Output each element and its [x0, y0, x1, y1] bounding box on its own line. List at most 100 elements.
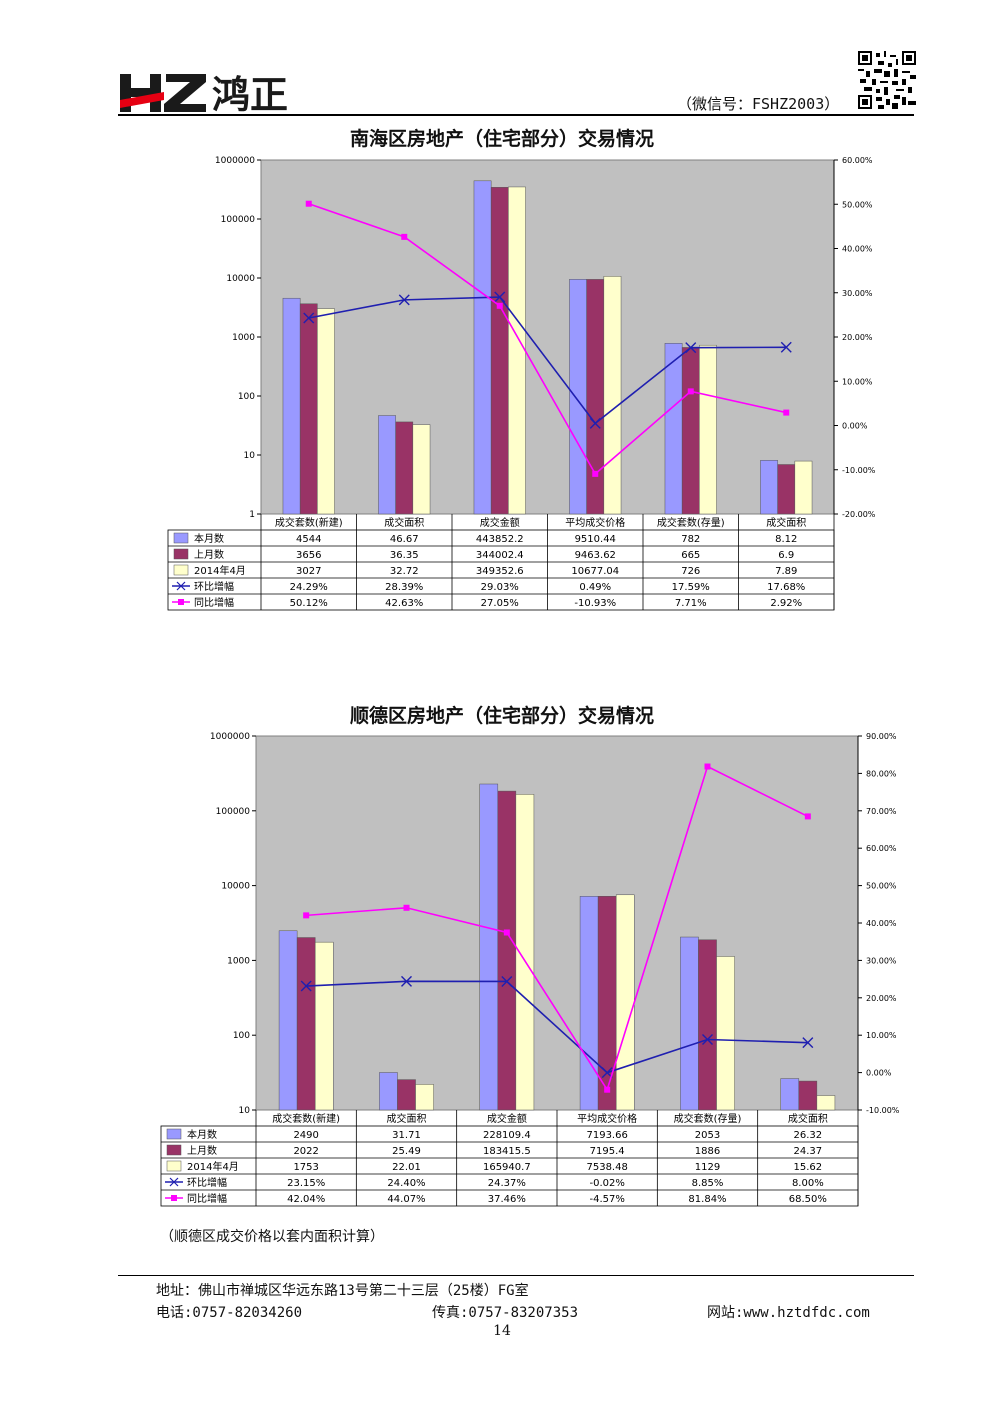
bar-2	[586, 279, 605, 515]
mom-marker	[589, 417, 601, 429]
y-tick-label: 1000	[232, 333, 255, 343]
bar-2	[395, 421, 414, 515]
data-label: 15.62	[794, 1162, 823, 1173]
chart-nanhai: 1 10 100 1000 10000 100000 1000000 -20.00% -10.0…	[167, 156, 876, 611]
y2-tick-label: 90.00%	[866, 732, 897, 741]
y2-tick-label: -10.00%	[866, 1106, 900, 1115]
y-tick-label: 100	[238, 392, 255, 402]
mom-marker	[401, 975, 412, 987]
data-label: 726	[681, 566, 700, 577]
legend-marker-square	[178, 599, 184, 605]
category-label: 成交金额	[480, 516, 520, 529]
y2-tick-label: 20.00%	[842, 333, 873, 342]
mom-marker-stroke	[300, 980, 312, 992]
data-label: 4544	[296, 534, 321, 545]
data-label: 24.37	[794, 1146, 823, 1157]
data-label: 1753	[293, 1162, 318, 1173]
bar-1	[379, 1072, 398, 1111]
legend-swatch-3	[166, 1160, 182, 1172]
bar-2	[698, 939, 717, 1111]
legend-swatch-2	[173, 548, 189, 560]
mom-marker	[601, 1067, 613, 1079]
bar-1	[760, 460, 778, 515]
data-label: 22.01	[392, 1162, 421, 1173]
data-label: 2022	[293, 1146, 318, 1157]
legend-swatch-3	[173, 564, 189, 576]
y2-tick-label: 30.00%	[866, 956, 897, 965]
data-label: 50.12%	[290, 598, 328, 609]
y-tick-label: 100	[233, 1031, 250, 1041]
data-label: 665	[681, 550, 700, 561]
data-label: 9463.62	[575, 550, 616, 561]
legend-swatch-1	[166, 1128, 182, 1140]
data-label: 183415.5	[483, 1146, 531, 1157]
legend-label: 同比增幅	[194, 596, 234, 609]
data-label: 27.05%	[481, 598, 519, 609]
data-label: 29.03%	[481, 582, 519, 593]
company-logo: 鸿正	[118, 70, 296, 117]
bar-2	[798, 1080, 818, 1111]
bar-3	[603, 276, 622, 515]
legend-label: 2014年4月	[194, 564, 246, 577]
yoy-marker	[305, 200, 312, 207]
bar-1	[680, 936, 699, 1111]
category-label: 成交套数(存量)	[674, 1112, 742, 1125]
category-label: 成交面积	[384, 516, 424, 529]
category-label: 成交面积	[387, 1112, 427, 1125]
data-label: 0.49%	[579, 582, 611, 593]
header-divider	[118, 114, 914, 116]
legend-label: 2014年4月	[187, 1160, 239, 1173]
bar-2	[490, 187, 509, 515]
legend-label: 本月数	[187, 1128, 217, 1141]
data-label: 2.92%	[770, 598, 802, 609]
y2-tick-label: -10.00%	[842, 466, 876, 475]
data-label: 24.29%	[290, 582, 328, 593]
bar-1	[282, 297, 301, 515]
legend-marker-cross	[169, 1177, 179, 1187]
yoy-marker	[783, 409, 790, 416]
legend-label: 同比增幅	[187, 1192, 227, 1205]
data-label: 44.07%	[387, 1194, 425, 1205]
data-label: 165940.7	[483, 1162, 531, 1173]
data-label: 17.68%	[767, 582, 805, 593]
legend-label: 上月数	[187, 1144, 217, 1157]
data-label: 8.85%	[692, 1178, 724, 1189]
bar-3	[508, 186, 526, 515]
legend-label: 环比增幅	[194, 580, 234, 593]
y2-tick-label: 0.00%	[866, 1069, 892, 1078]
bar-2	[681, 347, 700, 515]
y-tick-label: 10	[244, 451, 256, 461]
mom-marker-stroke	[702, 1034, 713, 1045]
data-label: 68.50%	[789, 1194, 827, 1205]
legend-swatch-1	[173, 532, 189, 544]
y2-tick-label: 60.00%	[866, 844, 897, 853]
category-label: 成交面积	[766, 516, 806, 529]
mom-marker-stroke	[401, 975, 412, 987]
mom-marker	[702, 1034, 713, 1045]
mom-marker	[494, 291, 506, 303]
bar-1	[569, 279, 587, 515]
data-label: 17.59%	[672, 582, 710, 593]
y-tick-label: 1000000	[215, 156, 255, 166]
data-label: 37.46%	[488, 1194, 526, 1205]
data-label: 349352.6	[476, 566, 524, 577]
data-label: 2490	[293, 1130, 318, 1141]
bar-3	[314, 941, 334, 1111]
data-label: 9510.44	[575, 534, 616, 545]
bar-1	[479, 783, 499, 1111]
legend-marker-cross	[176, 581, 186, 591]
chart-title-nanhai: 南海区房地产（住宅部分）交易情况	[349, 128, 654, 150]
data-label: 3027	[296, 566, 321, 577]
footer-address: 地址：佛山市禅城区华远东路13号第二十三层（25楼）FG室	[156, 1283, 529, 1299]
data-label: 81.84%	[688, 1194, 726, 1205]
category-label: 平均成交价格	[565, 516, 625, 529]
data-label: 8.00%	[792, 1178, 824, 1189]
yoy-marker	[403, 904, 410, 911]
data-label: -0.02%	[589, 1178, 624, 1189]
qr-code	[858, 51, 916, 109]
y-tick-label: 1000	[227, 956, 250, 966]
legend-swatch-2	[166, 1144, 182, 1156]
data-label: 25.49	[392, 1146, 421, 1157]
category-label: 平均成交价格	[577, 1112, 637, 1125]
y2-tick-label: 40.00%	[866, 919, 897, 928]
